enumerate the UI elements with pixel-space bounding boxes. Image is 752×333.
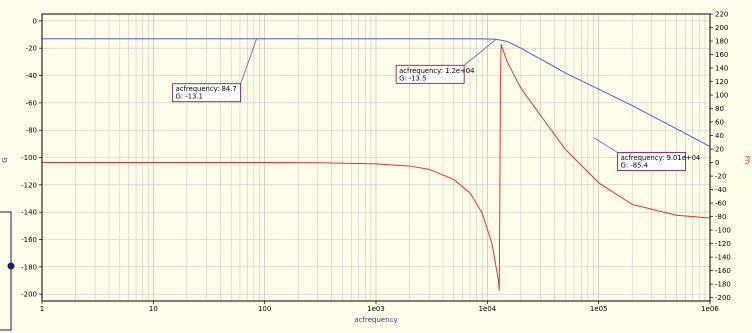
x-tick-label: 1e04 [478, 305, 496, 313]
y-tick-label: -60 [26, 99, 37, 107]
y2-tick-label: -40 [715, 186, 726, 194]
grid-layer [41, 14, 710, 301]
y-axis-title: G [1, 157, 9, 162]
y2-tick-label: 60 [715, 119, 724, 127]
annotation-box [395, 64, 465, 84]
annotation-box [617, 152, 687, 171]
y2-tick-label: -140 [715, 254, 731, 262]
annotation-line1: acfrequency: 84.7 [176, 85, 237, 93]
y-tick-label: -180 [21, 263, 37, 271]
y2-tick-label: 220 [715, 11, 728, 19]
y2-axis-title: Ph [743, 156, 751, 165]
y2-tick-label: -200 [715, 294, 731, 302]
annotation-leader [463, 38, 497, 66]
annotation-line1: acfrequency: 1.2e+04 [399, 67, 474, 75]
cursor-connector-line [0, 211, 12, 331]
y-tick-label: -140 [21, 209, 37, 217]
y2-tick-label: 40 [715, 132, 724, 140]
plot-frame [41, 13, 711, 302]
y2-tick-label: -180 [715, 281, 731, 289]
y-tick-label: -20 [26, 45, 37, 53]
x-tick-label: 10 [149, 305, 158, 313]
annotation-line2: G: -85.4 [621, 162, 648, 170]
y2-tick-label: -20 [715, 173, 726, 181]
annotation-line2: G: -13.1 [176, 93, 203, 101]
y2-tick-label: 80 [715, 105, 724, 113]
y2-tick-label: -120 [715, 240, 731, 248]
annotation-line2: G: -13.5 [399, 74, 426, 82]
annotation-box [172, 83, 242, 103]
annotations-layer: acfrequency: 84.7G: -13.1 acfrequency: 1.… [172, 38, 701, 171]
series-layer [42, 38, 711, 291]
y-tick-label: -200 [21, 291, 37, 299]
x-tick-label: 1e05 [590, 305, 608, 313]
annotation-leader [593, 137, 618, 153]
x-tick-label: 1 [40, 305, 44, 313]
y-tick-label: 0 [33, 17, 37, 25]
x-axis-title: acfrequency [354, 316, 397, 324]
y2-tick-label: -80 [715, 213, 726, 221]
ticks-layer: 1 10 100 1e03 1e04 1e05 1e06 0 -20 -40 -60 -80 -100 -… [21, 11, 731, 314]
series-line-ph [42, 44, 711, 291]
y2-tick-label: -160 [715, 267, 731, 275]
cursor-handle[interactable] [7, 262, 15, 270]
y2-tick-label: 20 [715, 146, 724, 154]
x-tick-label: 1e03 [367, 305, 385, 313]
y-tick-label: -40 [26, 72, 37, 80]
x-tick-label: 1e06 [701, 305, 719, 313]
y2-tick-label: -60 [715, 200, 726, 208]
y-tick-label: -100 [21, 154, 37, 162]
annotation-leader [240, 38, 258, 84]
y-tick-label: -160 [21, 236, 37, 244]
y-tick-label: -80 [26, 127, 37, 135]
y2-tick-label: 180 [715, 38, 728, 46]
x-tick-label: 100 [258, 305, 271, 313]
y-tick-label: -120 [21, 181, 37, 189]
y2-tick-label: 160 [715, 51, 728, 59]
y2-tick-label: 100 [715, 92, 728, 100]
annotation-line1: acfrequency: 9.01e+04 [621, 154, 701, 162]
series-line-g [42, 38, 711, 148]
y2-tick-label: -100 [715, 227, 731, 235]
y2-tick-label: 120 [715, 78, 728, 86]
y2-tick-label: 200 [715, 24, 728, 32]
y2-tick-label: 140 [715, 65, 728, 73]
y2-tick-label: 0 [715, 159, 719, 167]
